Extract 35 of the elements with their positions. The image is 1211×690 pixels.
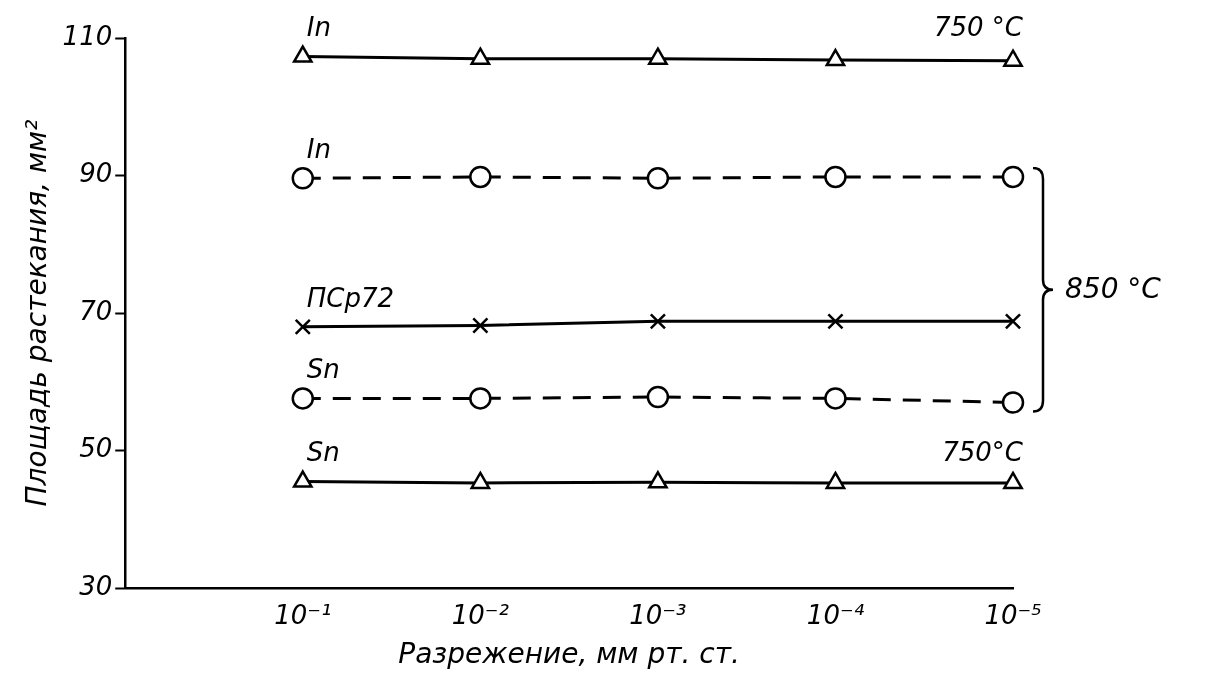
- point: [824, 387, 847, 410]
- series-label: Sn: [306, 354, 340, 385]
- x-tick-label: 10⁻¹: [274, 599, 332, 630]
- point: [1001, 165, 1025, 189]
- y-tick-label: 50: [79, 433, 113, 464]
- y-tick-label: 70: [79, 295, 113, 326]
- point: [291, 167, 315, 190]
- point: [1004, 313, 1022, 330]
- point: [469, 165, 492, 189]
- point: [469, 387, 492, 410]
- point: [649, 313, 667, 330]
- series-label: Sn: [306, 437, 340, 468]
- x-tick-label: 10⁻³: [629, 599, 687, 630]
- y-tick-label: 110: [62, 20, 113, 51]
- point: [472, 317, 489, 334]
- y-axis-title: Площадь растекания, мм²: [20, 119, 54, 507]
- point: [646, 167, 670, 190]
- y-tick-label: 90: [79, 158, 113, 189]
- point: [824, 165, 847, 189]
- y-tick-label: 30: [79, 570, 113, 601]
- series-label: In: [306, 134, 331, 165]
- point: [294, 318, 312, 336]
- x-tick-label: 10⁻⁵: [984, 599, 1042, 630]
- annotation: 750 °C: [933, 12, 1024, 43]
- point: [1001, 391, 1025, 414]
- x-tick-label: 10⁻⁴: [806, 599, 865, 630]
- text: 850 °C: [1065, 271, 1161, 305]
- point: [646, 385, 670, 409]
- point: [291, 387, 315, 410]
- x-axis-title: Разрежение, мм рт. ст.: [398, 637, 740, 671]
- x-tick-label: 10⁻²: [451, 599, 509, 630]
- annotation: 750°C: [942, 436, 1024, 467]
- series-label: In: [306, 12, 331, 43]
- point: [827, 313, 844, 330]
- series-label: ПСр72: [306, 282, 395, 313]
